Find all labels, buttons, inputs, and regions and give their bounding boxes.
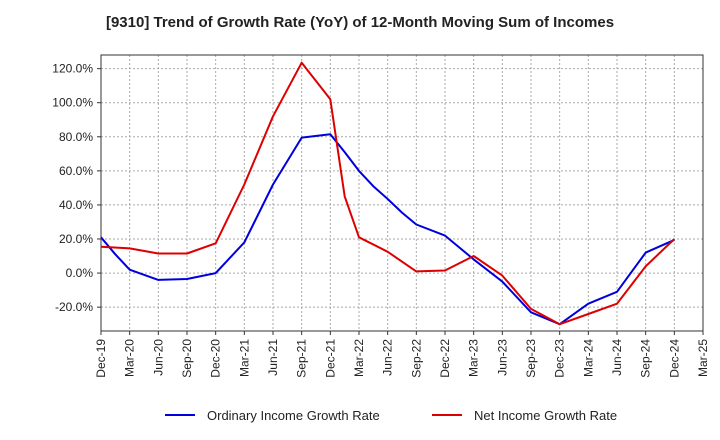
x-tick-label: Mar-25 — [696, 339, 710, 377]
series-lines — [100, 61, 675, 326]
x-tick-label: Dec-23 — [553, 339, 567, 378]
x-tick-label: Mar-20 — [123, 339, 137, 377]
x-tick-label: Dec-24 — [667, 339, 681, 378]
y-tick-label: 60.0% — [59, 164, 93, 178]
y-tick-label: 100.0% — [52, 96, 93, 110]
y-axis-ticks: 120.0% 100.0% 80.0% 60.0% 40.0% 20.0% 0.0% -20.… — [52, 62, 101, 314]
x-tick-label: Mar-21 — [237, 339, 251, 377]
chart-title: [9310] Trend of Growth Rate (YoY) of 12-… — [105, 14, 615, 31]
x-tick-label: Mar-22 — [352, 339, 366, 377]
plot-area — [100, 54, 704, 332]
x-tick-label: Dec-22 — [438, 339, 452, 378]
y-tick-label: 120.0% — [52, 62, 93, 76]
x-tick-label: Jun-21 — [266, 339, 280, 376]
x-tick-label: Dec-21 — [323, 339, 337, 378]
grid — [101, 55, 703, 331]
y-tick-label: 40.0% — [59, 198, 93, 212]
x-tick-label: Jun-20 — [151, 339, 165, 376]
x-tick-label: Dec-19 — [94, 339, 108, 378]
y-tick-label: 0.0% — [66, 266, 94, 280]
x-tick-label: Sep-21 — [295, 339, 309, 378]
x-tick-label: Sep-22 — [409, 339, 423, 378]
legend-label-2: Net Income Growth Rate — [474, 408, 617, 423]
x-tick-label: Jun-22 — [381, 339, 395, 376]
x-axis-ticks: Dec-19 Mar-20 Jun-20 Sep-20 Dec-20 Mar-21 Jun-… — [94, 331, 710, 378]
y-tick-label: -20.0% — [55, 300, 93, 314]
legend-label-1: Ordinary Income Growth Rate — [207, 408, 380, 423]
x-tick-label: Mar-24 — [581, 339, 595, 377]
series-line-2 — [100, 61, 675, 326]
y-tick-label: 80.0% — [59, 130, 93, 144]
x-tick-label: Jun-23 — [495, 339, 509, 376]
x-tick-label: Jun-24 — [610, 339, 624, 376]
x-tick-label: Sep-20 — [180, 339, 194, 378]
x-tick-label: Sep-24 — [639, 339, 653, 378]
x-tick-label: Sep-23 — [524, 339, 538, 378]
y-tick-label: 20.0% — [59, 232, 93, 246]
x-tick-label: Dec-20 — [209, 339, 223, 378]
legend: Ordinary Income Growth Rate Net Income Gr… — [165, 408, 617, 423]
x-tick-label: Mar-23 — [467, 339, 481, 377]
